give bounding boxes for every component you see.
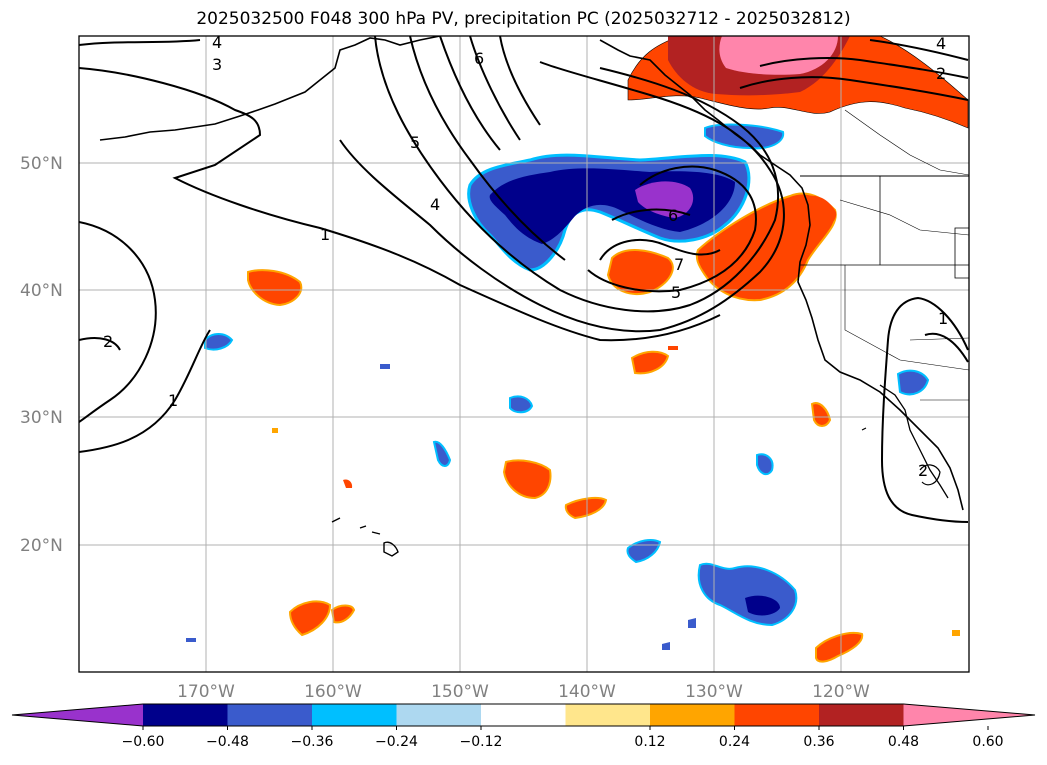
colorbar-tick-label: 0.48 — [888, 734, 919, 750]
contour-labels: 4 3 6 5 4 1 2 1 6 7 5 4 2 1 2 — [103, 33, 948, 480]
precip-shading — [186, 36, 969, 663]
contour-label: 2 — [103, 332, 113, 351]
gridlines — [79, 36, 969, 672]
colorbar-segment — [734, 704, 820, 726]
contour-label: 4 — [430, 195, 440, 214]
lon-label: 130°W — [685, 682, 743, 702]
colorbar-segment — [227, 704, 313, 726]
colorbar-tick-label: 0.36 — [803, 734, 834, 750]
contour-label: 7 — [674, 255, 684, 274]
colorbar-segment — [143, 704, 229, 726]
colorbar-tick-label: −0.12 — [460, 734, 503, 750]
lon-label: 140°W — [558, 682, 616, 702]
colorbar-tick-label: −0.24 — [375, 734, 418, 750]
colorbar-tick-label: −0.36 — [291, 734, 334, 750]
contour-label: 6 — [474, 49, 484, 68]
contour-label: 2 — [918, 461, 928, 480]
lat-label: 50°N — [20, 154, 63, 174]
contour-label: 6 — [668, 206, 678, 225]
contour-label: 4 — [212, 33, 222, 52]
map-content: 4 3 6 5 4 1 2 1 6 7 5 4 2 1 2 — [79, 33, 969, 672]
lon-label: 170°W — [177, 682, 235, 702]
colorbar: −0.60 −0.48 −0.36 −0.24 −0.12 0.12 0.24 0.36 0.4… — [11, 703, 1036, 750]
colorbar-segment — [396, 704, 482, 726]
map-frame — [78, 35, 970, 673]
contour-label: 1 — [938, 309, 948, 328]
colorbar-tick-label: −0.48 — [206, 734, 249, 750]
colorbar-tick-label: 0.60 — [972, 734, 1003, 750]
colorbar-segment — [481, 704, 567, 726]
lat-label: 20°N — [20, 536, 63, 556]
colorbar-extend-max — [903, 704, 1035, 726]
colorbar-segment — [650, 704, 736, 726]
lon-label: 160°W — [304, 682, 362, 702]
colorbar-tick-label: 0.12 — [634, 734, 665, 750]
pv-contours — [79, 36, 969, 523]
contour-label: 5 — [671, 283, 681, 302]
contour-label: 3 — [212, 55, 222, 74]
contour-label: 1 — [320, 225, 330, 244]
colorbar-tick-label: −0.60 — [122, 734, 165, 750]
colorbar-segment — [565, 704, 651, 726]
latitude-labels: 50°N 40°N 30°N 20°N — [20, 154, 63, 556]
colorbar-extend-min — [12, 704, 143, 726]
contour-label: 1 — [168, 391, 178, 410]
colorbar-segment — [312, 704, 398, 726]
colorbar-segment — [819, 704, 905, 726]
contour-label: 2 — [936, 64, 946, 83]
colorbar-tick-label: 0.24 — [719, 734, 750, 750]
contour-label: 5 — [410, 133, 420, 152]
contour-label: 4 — [936, 34, 946, 53]
lat-label: 40°N — [20, 281, 63, 301]
lon-label: 150°W — [431, 682, 489, 702]
map-title: 2025032500 F048 300 hPa PV, precipitatio… — [196, 9, 851, 29]
lat-label: 30°N — [20, 408, 63, 428]
lon-label: 120°W — [812, 682, 870, 702]
longitude-labels: 170°W 160°W 150°W 140°W 130°W 120°W — [177, 682, 870, 702]
